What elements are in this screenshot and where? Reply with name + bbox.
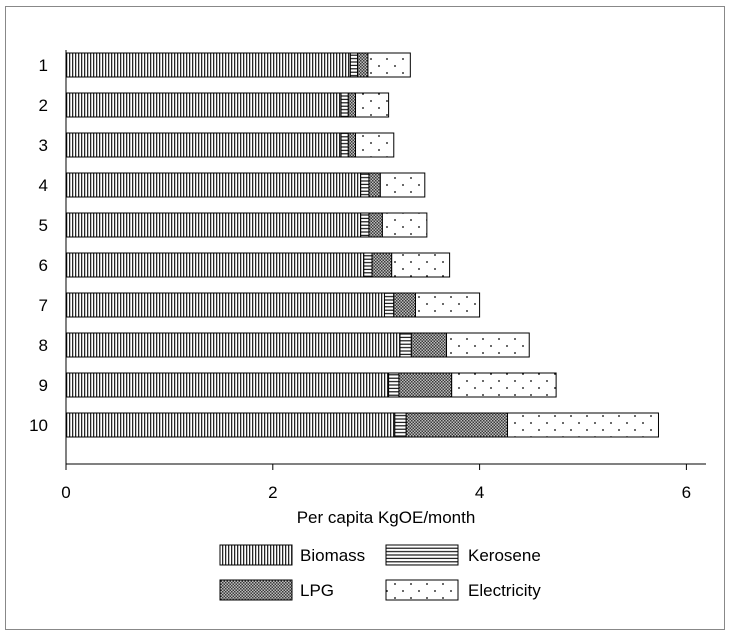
x-tick-label-0: 0 (61, 483, 70, 502)
legend-item-lpg: LPG (219, 579, 334, 601)
bar-electricity-2 (355, 92, 390, 118)
bar-lpg-10 (405, 412, 509, 438)
legend-label-kerosene: Kerosene (468, 546, 541, 565)
bar-biomass-1 (65, 52, 351, 78)
y-tick-label-1: 1 (39, 56, 48, 75)
bar-lpg-5 (368, 212, 383, 238)
bar-biomass-8 (65, 332, 401, 358)
legend-item-electricity: Electricity (385, 579, 541, 601)
bar-lpg-6 (371, 252, 393, 278)
bar-electricity-3 (355, 132, 395, 158)
bar-electricity-8 (446, 332, 530, 358)
bar-biomass-4 (65, 172, 362, 198)
bar-kerosene-4 (360, 172, 370, 198)
bar-biomass-9 (65, 372, 390, 398)
bar-kerosene-7 (383, 292, 395, 318)
legend-swatch-electricity (385, 579, 459, 601)
y-tick-label-3: 3 (39, 136, 48, 155)
bar-kerosene-10 (394, 412, 407, 438)
bar-electricity-4 (379, 172, 426, 198)
y-tick-label-2: 2 (39, 96, 48, 115)
y-tick-label-4: 4 (39, 176, 48, 195)
legend-swatch-biomass (219, 544, 293, 566)
bar-lpg-2 (347, 92, 357, 118)
x-tick-label-2: 2 (268, 483, 277, 502)
bar-biomass-3 (65, 132, 342, 158)
bar-lpg-4 (368, 172, 381, 198)
bar-kerosene-8 (399, 332, 412, 358)
bar-lpg-8 (410, 332, 448, 358)
legend-label-biomass: Biomass (300, 546, 365, 565)
x-tick-label-4: 4 (475, 483, 484, 502)
bar-lpg-1 (357, 52, 369, 78)
bar-biomass-10 (65, 412, 396, 438)
bar-kerosene-2 (340, 92, 349, 118)
bar-kerosene-3 (340, 132, 349, 158)
y-tick-label-6: 6 (39, 256, 48, 275)
bar-lpg-9 (398, 372, 453, 398)
x-tick-label-6: 6 (682, 483, 691, 502)
y-tick-label-8: 8 (39, 336, 48, 355)
x-ticks: 0 2 4 6 (61, 464, 691, 502)
bar-electricity-10 (507, 412, 659, 438)
bar-electricity-6 (391, 252, 451, 278)
bar-kerosene-1 (349, 52, 359, 78)
legend: Biomass Kerosene LPG Electricity (219, 544, 541, 601)
bar-electricity-5 (381, 212, 428, 238)
legend-item-kerosene: Kerosene (385, 544, 541, 566)
y-tick-label-10: 10 (29, 416, 48, 435)
bar-kerosene-6 (363, 252, 373, 278)
y-tick-labels: 1 2 3 4 5 6 7 8 9 10 (29, 56, 48, 435)
legend-swatch-kerosene (385, 544, 459, 566)
bars-layer (65, 52, 659, 438)
bar-kerosene-9 (388, 372, 400, 398)
bar-biomass-2 (65, 92, 342, 118)
legend-item-biomass: Biomass (219, 544, 365, 566)
y-tick-label-9: 9 (39, 376, 48, 395)
legend-label-lpg: LPG (300, 581, 334, 600)
bar-electricity-9 (451, 372, 557, 398)
bar-biomass-5 (65, 212, 362, 238)
y-tick-label-7: 7 (39, 296, 48, 315)
y-tick-label-5: 5 (39, 216, 48, 235)
bar-electricity-1 (367, 52, 411, 78)
bar-kerosene-5 (360, 212, 370, 238)
bar-electricity-7 (414, 292, 481, 318)
bar-biomass-7 (65, 292, 385, 318)
legend-swatch-lpg (219, 579, 293, 601)
bar-lpg-7 (393, 292, 416, 318)
bar-lpg-3 (347, 132, 357, 158)
legend-label-electricity: Electricity (468, 581, 541, 600)
bar-biomass-6 (65, 252, 365, 278)
x-axis-label: Per capita KgOE/month (297, 508, 476, 527)
